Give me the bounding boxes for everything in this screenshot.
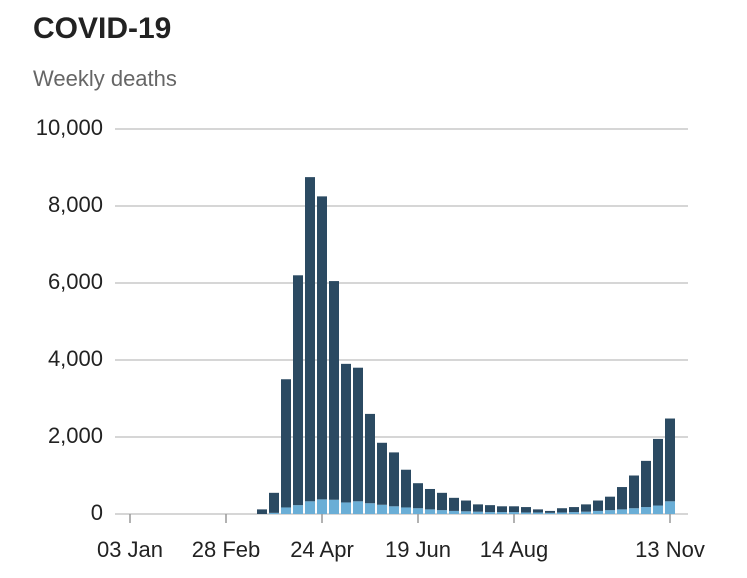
bar-segment	[389, 506, 399, 514]
bar-segment	[605, 510, 615, 514]
bar-segment	[569, 507, 579, 513]
bar-segment	[653, 505, 663, 514]
bar-segment	[329, 499, 339, 514]
bar-segment	[497, 512, 507, 514]
bar-segment	[497, 506, 507, 513]
bar-segment	[365, 503, 375, 514]
bar-segment	[305, 501, 315, 514]
bar-segment	[641, 460, 651, 508]
bar-segment	[461, 511, 471, 514]
bar-segment	[581, 504, 591, 512]
bar-segment	[509, 512, 519, 514]
bar-segment	[545, 510, 555, 513]
y-tick-label: 4,000	[48, 346, 103, 371]
bar-segment	[473, 504, 483, 512]
bar-segment	[269, 512, 279, 514]
bar-segment	[593, 510, 603, 514]
bar-segment	[293, 275, 303, 506]
bar-segment	[317, 499, 327, 514]
bar-segment	[269, 492, 279, 513]
x-tick-label: 14 Aug	[480, 537, 549, 562]
y-tick-label: 8,000	[48, 192, 103, 217]
bar-segment	[533, 512, 543, 514]
bar-segment	[665, 501, 675, 514]
bar-segment	[557, 512, 567, 514]
bar-segment	[437, 492, 447, 511]
bar-segment	[593, 500, 603, 511]
bar-segment	[341, 363, 351, 503]
bar-segment	[629, 508, 639, 514]
bar-segment	[437, 510, 447, 514]
x-tick-label: 28 Feb	[192, 537, 261, 562]
bar-segment	[425, 509, 435, 514]
bar-segment	[317, 196, 327, 500]
bar-segment	[461, 500, 471, 512]
bar-segment	[473, 511, 483, 514]
bar-segment	[365, 413, 375, 504]
bar-segment	[281, 379, 291, 508]
bar-segment	[653, 438, 663, 506]
bar-segment	[485, 505, 495, 513]
y-tick-label: 0	[91, 500, 103, 525]
x-tick-label: 03 Jan	[97, 537, 163, 562]
bar-segment	[401, 469, 411, 508]
bar-segment	[557, 508, 567, 513]
bar-segment	[341, 502, 351, 514]
bar-segment	[377, 504, 387, 514]
bar-segment	[617, 509, 627, 514]
bar-segment	[353, 501, 363, 514]
x-tick-label: 19 Jun	[385, 537, 451, 562]
bar-segment	[521, 507, 531, 513]
x-tick-label: 24 Apr	[290, 537, 354, 562]
bar-segment	[389, 452, 399, 507]
bar-segment	[617, 487, 627, 510]
chart-subtitle: Weekly deaths	[33, 66, 177, 91]
bar-segment	[665, 418, 675, 502]
bar-segment	[545, 512, 555, 514]
bar-segment	[305, 177, 315, 502]
bar-segment	[377, 442, 387, 505]
bar-segment	[629, 475, 639, 509]
bar-segment	[257, 509, 267, 514]
bar-segment	[281, 507, 291, 514]
bar-segment	[449, 510, 459, 514]
bar-segment	[641, 507, 651, 514]
bar-segment	[413, 508, 423, 514]
bar-segment	[353, 367, 363, 502]
bar-segment	[293, 505, 303, 514]
x-tick-label: 13 Nov	[635, 537, 705, 562]
y-tick-label: 6,000	[48, 269, 103, 294]
bar-segment	[401, 507, 411, 514]
chart-title: COVID-19	[33, 12, 171, 45]
bar-segment	[449, 497, 459, 511]
bar-segment	[521, 512, 531, 514]
bar-segment	[605, 496, 615, 511]
bar-segment	[425, 488, 435, 510]
y-tick-label: 10,000	[36, 115, 103, 140]
bar-segment	[413, 483, 423, 509]
y-tick-label: 2,000	[48, 423, 103, 448]
bar-segment	[329, 281, 339, 500]
bar-segment	[485, 512, 495, 514]
bar-segment	[533, 509, 543, 513]
bar-segment	[581, 511, 591, 514]
bar-segment	[509, 506, 519, 513]
bar-segment	[569, 512, 579, 514]
